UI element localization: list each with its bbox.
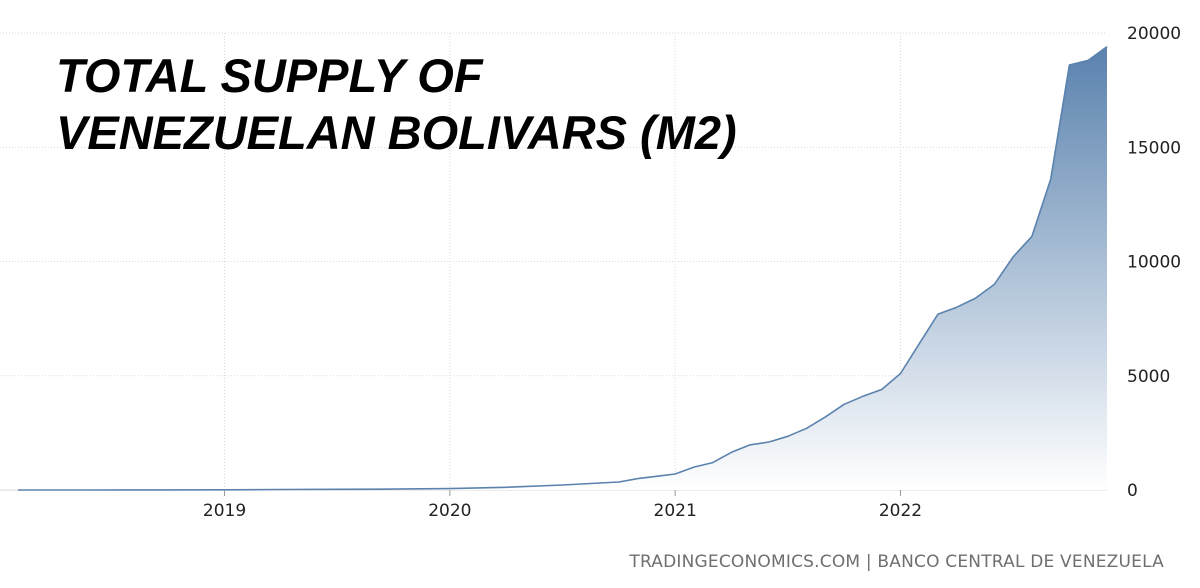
y-tick-label: 15000 [1127,138,1181,158]
chart-title-line-1: TOTAL SUPPLY OF [56,49,484,102]
y-tick-label: 20000 [1127,24,1181,44]
y-tick-label: 5000 [1127,367,1170,387]
area-series [18,46,1108,491]
x-tick-label: 2022 [879,501,922,521]
source-footer: TRADINGECONOMICS.COM | BANCO CENTRAL DE … [629,552,1164,572]
x-tick-label: 2020 [428,501,471,521]
series-line [18,46,1108,491]
x-axis-ticks: 2019 2020 2021 2022 [203,490,922,521]
y-tick-label: 0 [1127,481,1138,501]
chart-title: TOTAL SUPPLY OF VENEZUELAN BOLIVARS (M2) [56,49,737,159]
y-tick-label: 10000 [1127,253,1181,273]
series-area-fill [18,46,1107,490]
x-tick-label: 2019 [203,501,246,521]
x-tick-label: 2021 [654,501,697,521]
y-axis-ticks: 0 5000 10000 15000 20000 [1127,24,1181,501]
chart-title-line-2: VENEZUELAN BOLIVARS (M2) [56,106,737,159]
